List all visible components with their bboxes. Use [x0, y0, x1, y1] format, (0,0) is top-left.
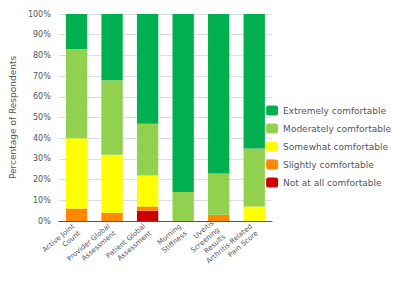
svg-text:Arthritis-Related: Arthritis-Related	[205, 222, 254, 266]
svg-text:Percentage of Respondents: Percentage of Respondents	[8, 56, 18, 180]
svg-text:Extremely comfortable: Extremely comfortable	[283, 106, 386, 116]
svg-text:Moderately comfortable: Moderately comfortable	[283, 124, 391, 134]
svg-text:50%: 50%	[33, 113, 51, 122]
svg-text:Morning: Morning	[156, 222, 183, 247]
svg-text:Not at all comfortable: Not at all comfortable	[283, 178, 382, 188]
svg-text:Pain Score: Pain Score	[227, 229, 260, 259]
svg-text:30%: 30%	[33, 154, 51, 163]
svg-text:10%: 10%	[33, 196, 51, 205]
svg-text:20%: 20%	[33, 175, 51, 184]
svg-text:90%: 90%	[33, 30, 51, 39]
svg-text:0%: 0%	[38, 217, 51, 226]
svg-text:100%: 100%	[28, 10, 51, 19]
svg-text:80%: 80%	[33, 51, 51, 60]
svg-text:Assessment: Assessment	[116, 229, 153, 262]
svg-text:Stiffness: Stiffness	[160, 229, 188, 255]
svg-text:Uveitis: Uveitis	[192, 219, 216, 241]
svg-text:70%: 70%	[33, 72, 51, 81]
svg-text:40%: 40%	[33, 134, 51, 143]
svg-text:Provider Global: Provider Global	[65, 222, 112, 263]
svg-text:Screening: Screening	[189, 225, 222, 255]
svg-text:Patient Global: Patient Global	[104, 222, 148, 261]
svg-text:Assessment: Assessment	[80, 229, 118, 263]
svg-text:Slightly comfortable: Slightly comfortable	[283, 160, 374, 170]
svg-text:Results: Results	[202, 232, 228, 256]
svg-text:60%: 60%	[33, 92, 51, 101]
svg-text:Count: Count	[60, 229, 82, 249]
svg-text:Somewhat comfortable: Somewhat comfortable	[283, 142, 388, 152]
svg-text:Active Joint: Active Joint	[40, 222, 77, 254]
